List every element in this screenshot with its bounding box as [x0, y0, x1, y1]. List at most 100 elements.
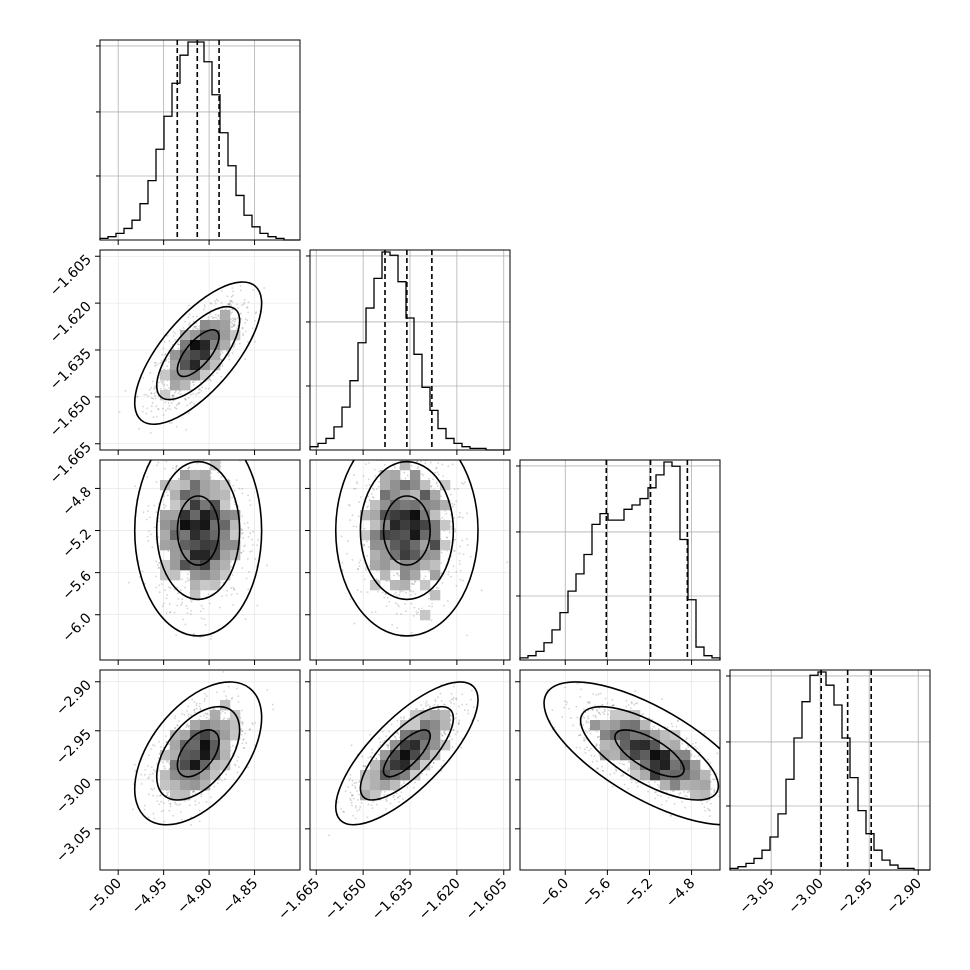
sample-point: [168, 603, 171, 606]
sample-point: [413, 580, 416, 583]
sample-point: [381, 455, 383, 457]
sample-point: [420, 473, 423, 475]
sample-point: [147, 510, 149, 513]
sample-point: [443, 604, 445, 607]
sample-point: [365, 463, 367, 465]
sample-point: [146, 407, 149, 410]
sample-point: [257, 539, 259, 541]
sample-point: [174, 332, 177, 335]
sample-point: [454, 538, 457, 541]
sample-point: [431, 602, 433, 605]
sample-point: [190, 600, 193, 603]
sample-point: [138, 427, 140, 430]
sample-point: [372, 488, 375, 491]
sample-point: [388, 580, 391, 582]
sample-point: [241, 327, 244, 330]
sample-point: [175, 466, 178, 469]
sample-point: [247, 494, 249, 497]
sample-point: [469, 555, 472, 558]
hist-panel-3: [726, 669, 931, 871]
density-cell: [200, 500, 211, 511]
sample-point: [134, 485, 137, 488]
sample-point: [230, 308, 233, 311]
sample-point: [398, 467, 401, 470]
sample-point: [186, 455, 188, 457]
sample-point: [193, 700, 196, 703]
sample-point: [228, 303, 231, 306]
density-cell: [190, 490, 201, 501]
sample-point: [207, 318, 210, 320]
sample-point: [207, 593, 210, 596]
sample-point: [145, 518, 148, 521]
density-cell: [180, 330, 191, 341]
pair-content: [100, 250, 300, 450]
sample-point: [194, 327, 197, 330]
contour-line: [133, 460, 263, 637]
sample-point: [164, 388, 166, 391]
sample-point: [231, 301, 234, 304]
histogram-step: [99, 41, 300, 241]
sample-point: [221, 351, 224, 354]
sample-point: [453, 488, 456, 490]
sample-point: [458, 552, 461, 555]
sample-point: [231, 323, 234, 325]
sample-point: [378, 480, 381, 483]
sample-point: [428, 570, 430, 573]
density-cell: [420, 520, 431, 531]
density-cell: [220, 500, 231, 511]
density-cell: [210, 510, 221, 521]
sample-point: [210, 472, 213, 475]
sample-point: [366, 591, 369, 594]
sample-point: [480, 589, 483, 592]
sample-point: [230, 435, 232, 437]
sample-point: [203, 304, 206, 306]
sample-point: [161, 353, 164, 356]
sample-point: [157, 408, 160, 410]
density-cell: [230, 520, 241, 531]
sample-point: [417, 465, 420, 468]
sample-point: [179, 589, 182, 592]
sample-point: [156, 564, 159, 566]
density-cell: [170, 360, 181, 371]
sample-point: [235, 303, 238, 306]
sample-point: [371, 496, 374, 498]
sample-point: [167, 402, 170, 404]
density-cell: [210, 360, 221, 371]
sample-point: [208, 602, 211, 605]
sample-point: [435, 467, 438, 470]
sample-point: [266, 564, 269, 567]
sample-point: [188, 321, 191, 324]
sample-point: [169, 611, 172, 613]
density-cell: [160, 480, 171, 491]
sample-point: [402, 590, 405, 593]
sample-point: [431, 605, 433, 608]
sample-point: [456, 487, 459, 490]
sample-point: [202, 607, 205, 610]
sample-point: [231, 287, 234, 289]
density-cell: [420, 560, 431, 571]
sample-point: [430, 448, 432, 450]
sample-point: [168, 339, 171, 342]
sample-point: [254, 319, 256, 322]
density-cell: [370, 530, 381, 541]
density-cell: [400, 550, 411, 561]
density-cell: [420, 540, 431, 551]
sample-point: [209, 312, 211, 315]
sample-point: [216, 372, 218, 374]
sample-point: [228, 303, 230, 306]
sample-point: [422, 453, 424, 455]
sample-point: [192, 328, 195, 331]
sample-point: [192, 315, 195, 318]
sample-point: [127, 581, 130, 584]
sample-point: [216, 298, 218, 301]
sample-point: [263, 287, 266, 289]
sample-point: [194, 803, 197, 806]
contour-line: [155, 460, 241, 601]
sample-point: [157, 520, 160, 523]
sample-point: [152, 794, 154, 797]
sample-point: [464, 481, 466, 484]
sample-point: [168, 586, 170, 589]
sample-point: [366, 540, 368, 543]
density-cell: [190, 520, 201, 531]
sample-point: [184, 397, 187, 400]
